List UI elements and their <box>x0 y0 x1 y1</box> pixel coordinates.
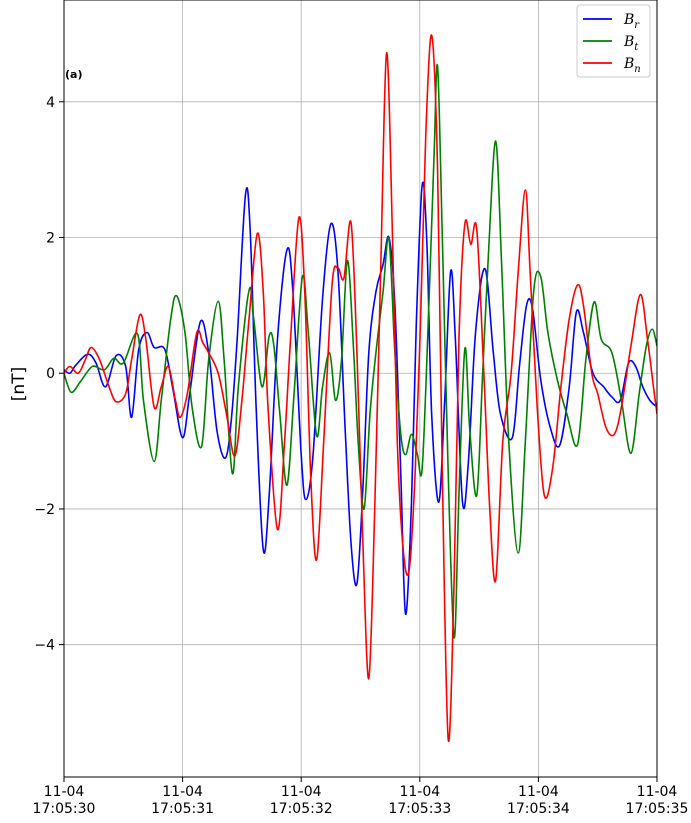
legend: Br Bt Bn <box>576 4 651 78</box>
series-line-bn <box>64 34 657 743</box>
x-tick-date: 11-04 <box>162 784 203 800</box>
legend-label-bt: Bt <box>623 34 639 53</box>
x-tick-time: 17:05:34 <box>507 801 570 817</box>
x-tick-date: 11-04 <box>281 784 322 800</box>
legend-label-br: Br <box>623 12 640 31</box>
y-axis-label: [nT] <box>9 367 29 401</box>
panel-label: (a) <box>65 68 82 81</box>
x-tick-date: 11-04 <box>44 784 85 800</box>
axes-frame <box>63 0 658 778</box>
plot-series <box>64 34 657 743</box>
y-tick-label: −4 <box>34 638 55 654</box>
x-tick-date: 11-04 <box>518 784 559 800</box>
y-tick-label: 2 <box>46 231 55 247</box>
axis-ticks: 11-0417:05:3011-0417:05:3111-0417:05:321… <box>33 95 689 817</box>
legend-box <box>576 4 651 78</box>
x-tick-date: 11-04 <box>399 784 440 800</box>
legend-label-bn: Bn <box>623 56 641 75</box>
y-tick-label: −2 <box>34 502 55 518</box>
x-tick-date: 11-04 <box>637 784 678 800</box>
x-tick-time: 17:05:32 <box>270 801 333 817</box>
series-line-bt <box>64 63 657 639</box>
x-tick-time: 17:05:33 <box>388 801 451 817</box>
y-tick-label: 4 <box>46 95 55 111</box>
x-tick-time: 17:05:30 <box>33 801 96 817</box>
x-tick-time: 17:05:35 <box>626 801 689 817</box>
y-tick-label: 0 <box>46 366 55 382</box>
x-tick-time: 17:05:31 <box>151 801 214 817</box>
